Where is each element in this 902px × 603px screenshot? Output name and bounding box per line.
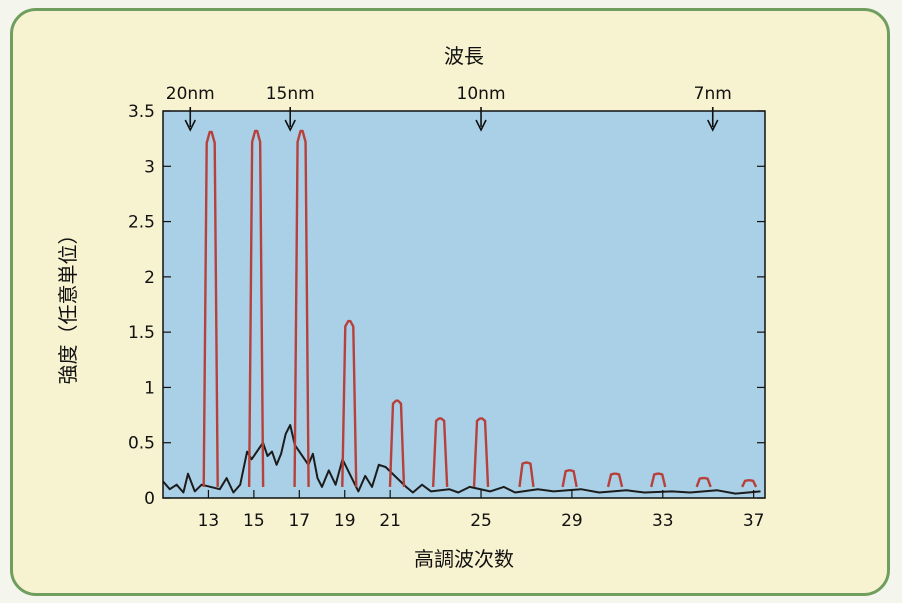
y-tick-label: 2 — [144, 268, 155, 288]
x-axis-title: 高調波次数 — [414, 547, 514, 571]
wavelength-arrow-head — [707, 119, 719, 132]
harmonic-peak-35 — [695, 476, 712, 488]
y-tick-label: 0 — [144, 489, 155, 509]
harmonic-peak-25 — [472, 417, 490, 487]
wavelength-label: 7nm — [694, 84, 732, 104]
y-tick-label: 3.5 — [128, 102, 155, 122]
y-tick-label: 1 — [144, 378, 155, 398]
x-tick-label: 19 — [334, 511, 356, 531]
wavelength-arrow-head — [184, 119, 196, 132]
y-axis-title: 強度（任意単位） — [56, 225, 80, 385]
harmonic-peak-21 — [388, 399, 406, 487]
x-tick-label: 25 — [470, 511, 492, 531]
plot-frame — [162, 110, 766, 499]
harmonic-peak-17 — [293, 129, 310, 487]
x-tick-label: 37 — [743, 511, 765, 531]
wavelength-arrow-head — [284, 119, 296, 132]
chart-panel: 0 0.5 1 1.5 2 2.5 3 3.5 13 15 17 19 21 25 29 33 37 20nm 15… — [10, 8, 890, 596]
harmonic-peak-27 — [518, 461, 535, 488]
plot-area — [163, 111, 765, 498]
harmonic-peak-23 — [431, 417, 449, 487]
baseline-series-line — [162, 424, 761, 495]
wavelength-label: 15nm — [266, 84, 315, 104]
harmonic-peak-15 — [247, 129, 265, 487]
harmonic-peak-19 — [341, 319, 358, 487]
wavelength-arrow-head — [475, 119, 487, 132]
x-tick-label: 29 — [561, 511, 583, 531]
harmonic-spectrum-chart: 0 0.5 1 1.5 2 2.5 3 3.5 13 15 17 19 21 25 29 33 37 20nm 15… — [56, 44, 766, 571]
harmonic-peak-31 — [606, 472, 624, 488]
y-tick-label: 0.5 — [128, 434, 155, 454]
x-tick-label: 15 — [243, 511, 265, 531]
harmonic-peak-13 — [202, 130, 219, 487]
y-tick-label: 2.5 — [128, 213, 155, 233]
harmonic-peak-29 — [561, 469, 578, 488]
x-tick-label: 21 — [379, 511, 401, 531]
x-tick-label: 13 — [198, 511, 220, 531]
harmonic-peak-33 — [650, 472, 667, 488]
top-axis-title: 波長 — [444, 44, 484, 68]
y-tick-label: 3 — [144, 157, 155, 177]
y-tick-label: 1.5 — [128, 323, 155, 343]
wavelength-label: 20nm — [166, 84, 215, 104]
x-tick-label: 33 — [652, 511, 674, 531]
harmonic-peak-37 — [741, 479, 758, 488]
x-tick-label: 17 — [288, 511, 310, 531]
wavelength-label: 10nm — [457, 84, 506, 104]
